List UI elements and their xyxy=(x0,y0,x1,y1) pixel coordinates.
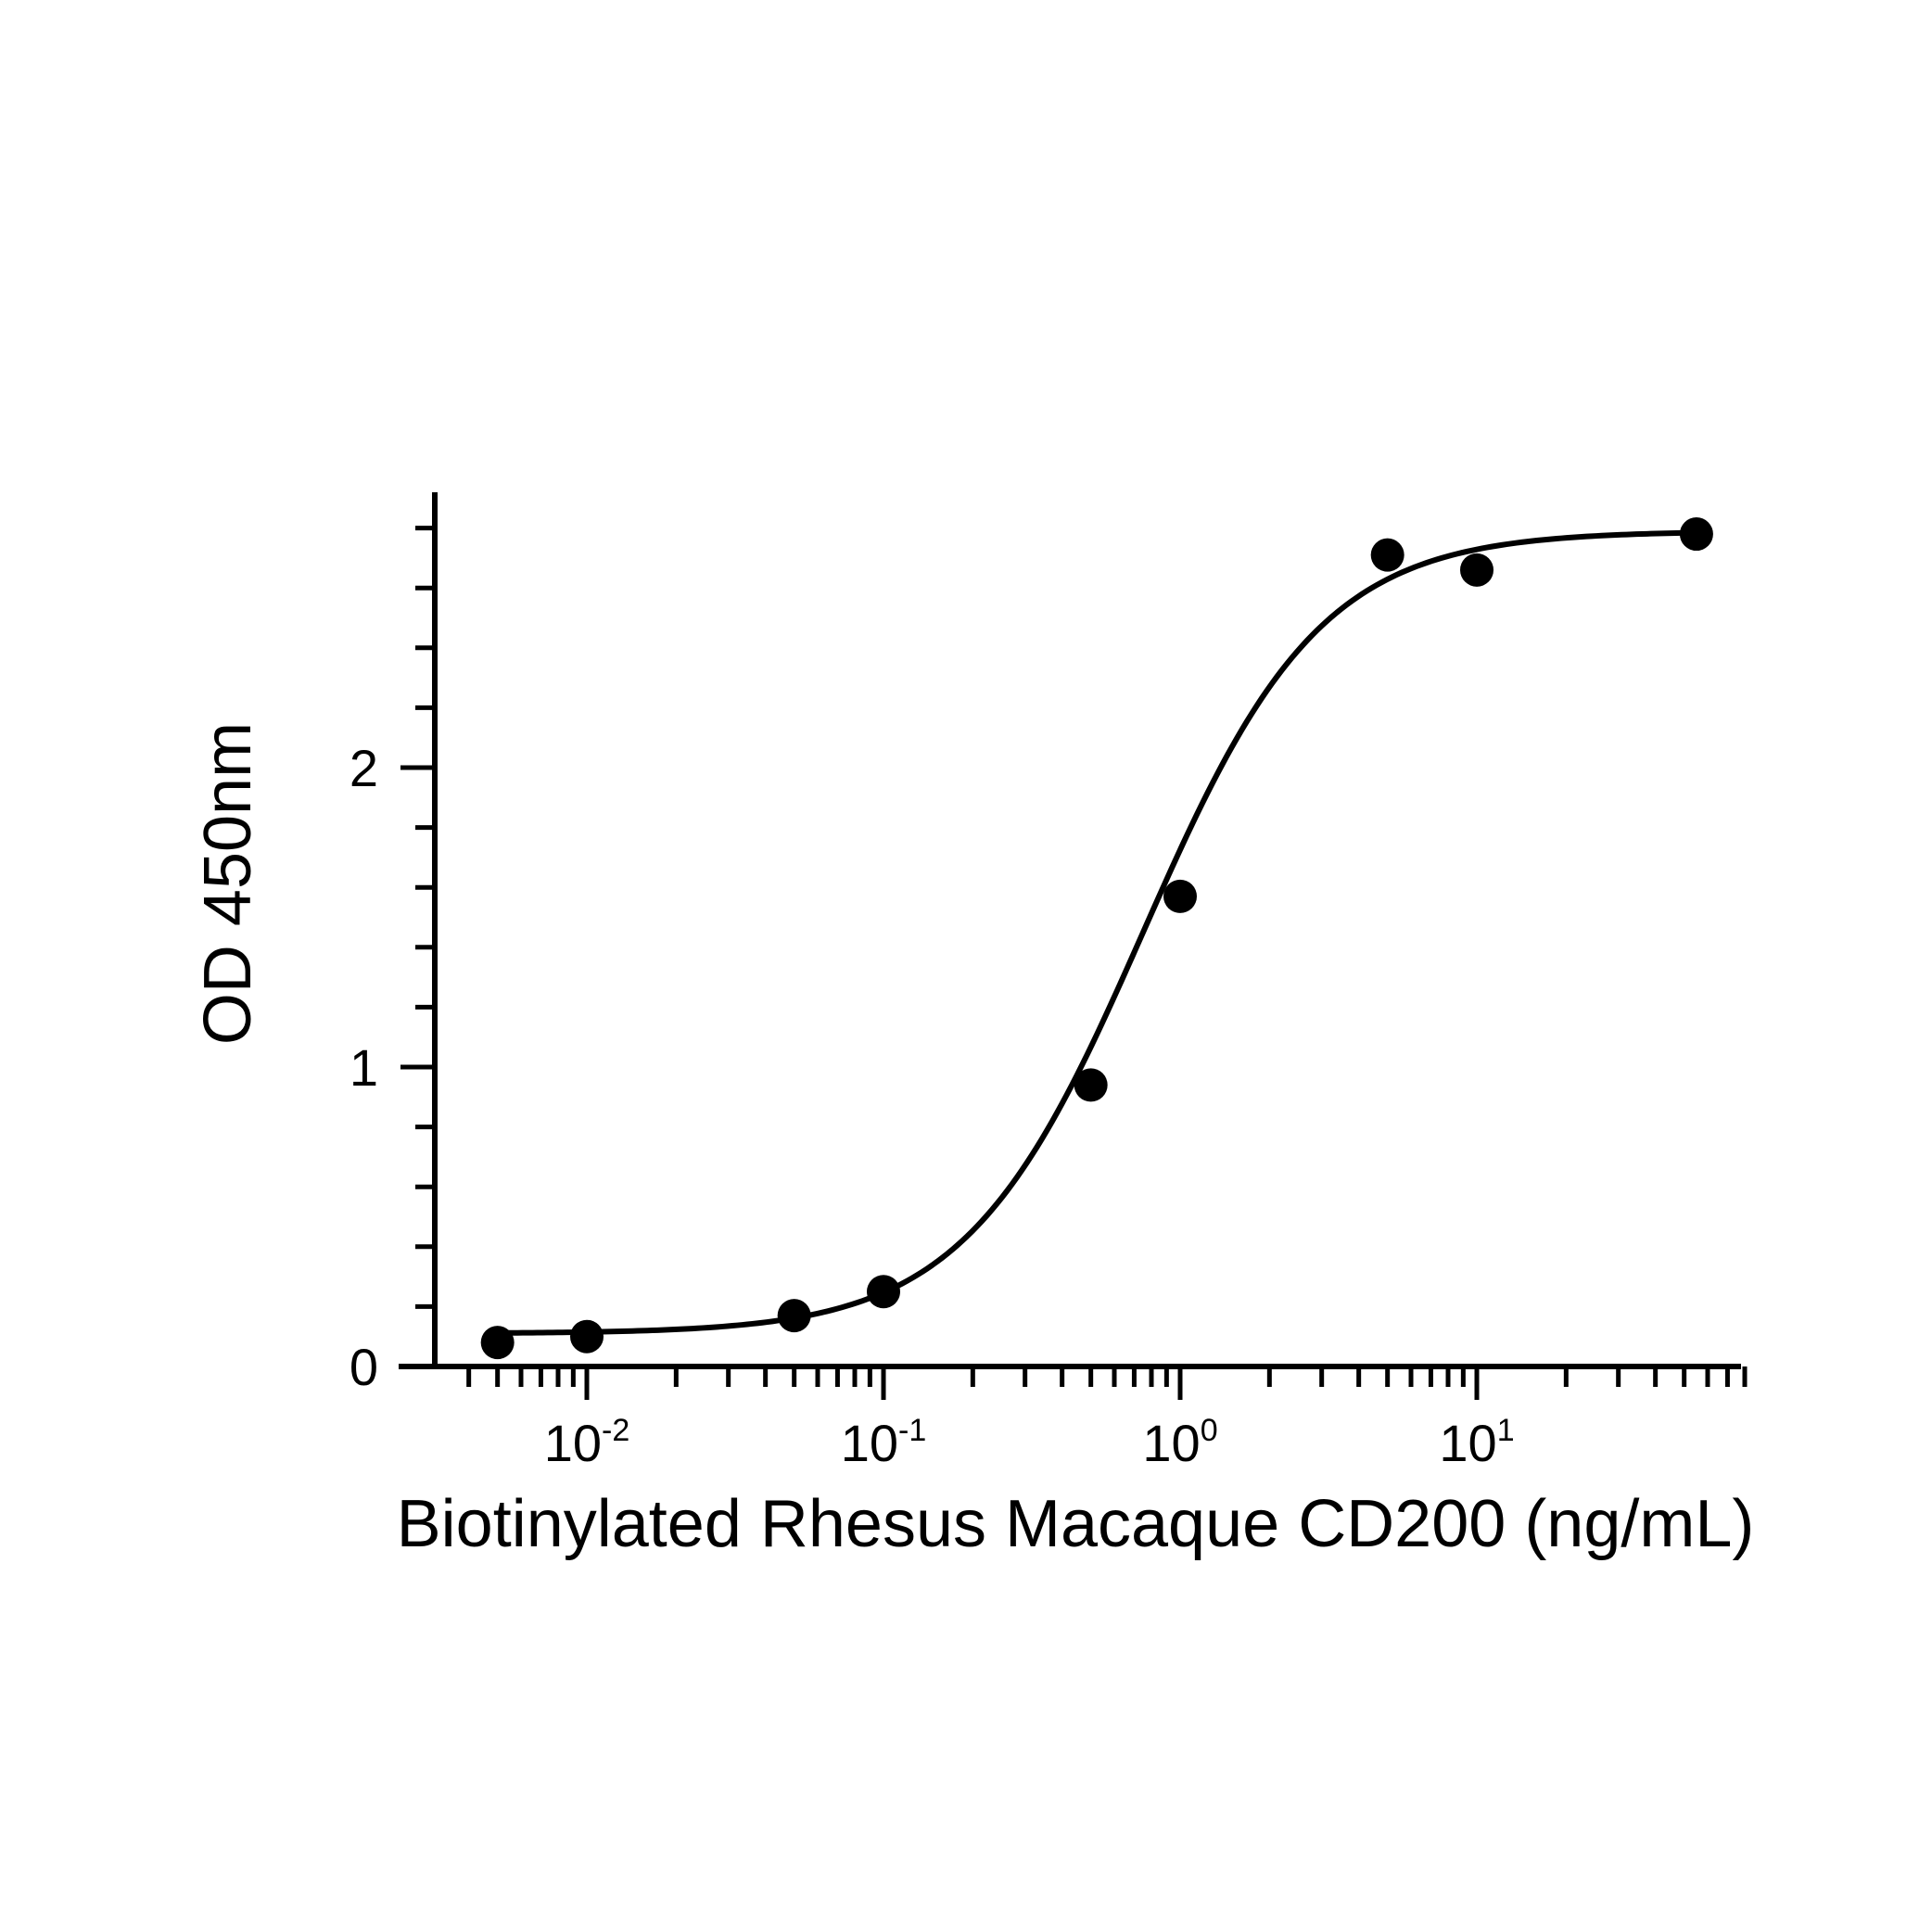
x-tick-label: 10-1 xyxy=(841,1413,927,1472)
data-point xyxy=(777,1299,811,1333)
data-points xyxy=(480,517,1713,1360)
data-point xyxy=(1074,1068,1108,1102)
y-axis-title: OD 450nm xyxy=(191,722,265,1045)
data-point xyxy=(867,1275,900,1309)
x-tick-label: 10-2 xyxy=(544,1413,630,1472)
y-tick-label: 2 xyxy=(350,739,378,797)
data-point xyxy=(1370,538,1405,572)
data-point xyxy=(480,1326,515,1360)
x-tick-label: 101 xyxy=(1439,1413,1514,1472)
data-point xyxy=(570,1319,604,1354)
x-tick-label: 100 xyxy=(1142,1413,1217,1472)
y-tick-label: 1 xyxy=(350,1038,378,1097)
tick-labels: 0 1 2 10-2 10-1 100 101 xyxy=(350,739,1515,1472)
data-point xyxy=(1163,879,1197,913)
x-axis-title: Biotinylated Rhesus Macaque CD200 (ng/mL… xyxy=(397,1487,1755,1561)
fit-curve-line xyxy=(497,529,1697,1336)
data-point xyxy=(1460,553,1493,587)
data-point xyxy=(1679,517,1713,552)
y-tick-label: 0 xyxy=(350,1338,378,1396)
fit-curve-layer xyxy=(497,529,1697,1336)
axes xyxy=(399,492,1748,1400)
